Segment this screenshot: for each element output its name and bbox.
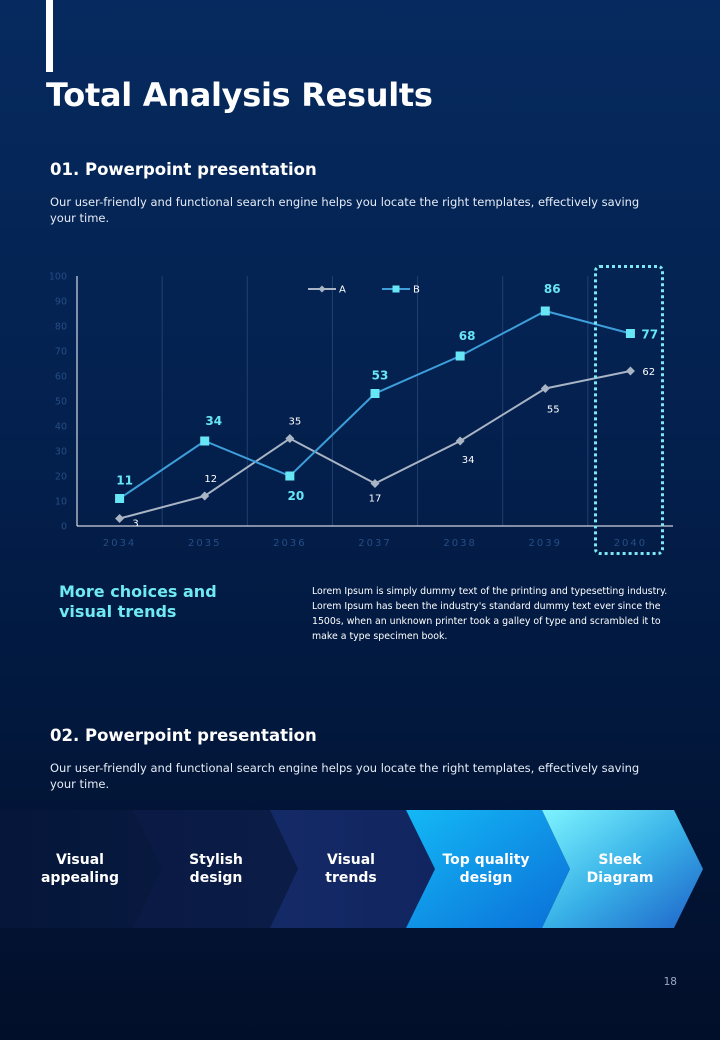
process-arrow-4 bbox=[406, 810, 570, 928]
title-accent-bar bbox=[46, 0, 53, 72]
series-a-label-2036: 35 bbox=[288, 417, 301, 428]
series-b-label-2034: 11 bbox=[116, 474, 133, 488]
subsection-heading: More choices and visual trends bbox=[59, 582, 217, 621]
subsection-body: Lorem Ipsum is simply dummy text of the … bbox=[312, 586, 668, 642]
series-b-point-2034 bbox=[115, 494, 125, 503]
series-b-point-2036 bbox=[285, 471, 295, 481]
series-b-label-2039: 86 bbox=[544, 282, 561, 296]
process-arrow-3 bbox=[270, 810, 435, 928]
process-arrow-1 bbox=[0, 810, 162, 928]
series-b-label-2035: 34 bbox=[205, 414, 222, 428]
section1-description: Our user-friendly and functional search … bbox=[50, 195, 640, 225]
y-tick-label-50: 50 bbox=[55, 397, 67, 408]
series-a-point-2034 bbox=[115, 514, 125, 523]
series-b-point-2039 bbox=[540, 306, 550, 316]
series-a-label-2034: 3 bbox=[132, 519, 138, 530]
series-b-label-2038: 68 bbox=[459, 329, 476, 343]
series-b-label-2037: 53 bbox=[372, 369, 389, 383]
x-tick-label-2034: 2034 bbox=[103, 538, 136, 549]
series-a-label-2038: 34 bbox=[462, 455, 475, 466]
legend-b-label: B bbox=[413, 285, 420, 296]
y-tick-label-30: 30 bbox=[55, 447, 67, 458]
process-step-3-label: Visual trends bbox=[325, 852, 377, 886]
series-b-point-2040 bbox=[625, 329, 635, 338]
y-tick-label-0: 0 bbox=[61, 522, 67, 533]
process-arrows: Visual appealing Stylish design Visual t… bbox=[0, 810, 720, 928]
x-tick-label-2037: 2037 bbox=[358, 538, 391, 549]
y-tick-label-90: 90 bbox=[55, 297, 67, 308]
x-tick-label-2038: 2038 bbox=[443, 538, 476, 549]
legend-a-marker bbox=[318, 285, 326, 293]
series-b-point-2035 bbox=[200, 436, 210, 446]
y-tick-label-40: 40 bbox=[55, 422, 67, 433]
y-tick-label-100: 100 bbox=[49, 272, 67, 283]
x-tick-label-2039: 2039 bbox=[529, 538, 562, 549]
x-tick-label-2040: 2040 bbox=[614, 538, 647, 549]
legend-b-marker bbox=[392, 285, 400, 293]
series-b-point-2037 bbox=[370, 389, 380, 398]
series-b-point-2038 bbox=[455, 351, 465, 361]
series-a-point-2035 bbox=[200, 491, 210, 501]
process-step-1-label: Visual appealing bbox=[40, 852, 120, 886]
process-step-2-label: Stylish design bbox=[189, 852, 243, 886]
process-step-4-label: Top quality design bbox=[442, 852, 530, 886]
process-step-5-label: Sleek Diagram bbox=[586, 852, 654, 886]
section2-description: Our user-friendly and functional search … bbox=[50, 761, 640, 791]
legend-a-label: A bbox=[339, 285, 346, 296]
series-a-label-2035: 12 bbox=[204, 474, 217, 485]
y-tick-label-10: 10 bbox=[55, 497, 67, 508]
series-a-point-2037 bbox=[370, 479, 380, 488]
page-number: 18 bbox=[663, 976, 677, 988]
series-b-label-2036: 20 bbox=[288, 489, 305, 503]
series-a-label-2039: 55 bbox=[547, 405, 560, 416]
highlight-2040-box bbox=[594, 265, 664, 555]
series-a-label-2040: 62 bbox=[642, 367, 655, 378]
series-b-label-2040: 77 bbox=[641, 328, 658, 342]
series-a-label-2037: 17 bbox=[369, 494, 382, 505]
x-tick-label-2035: 2035 bbox=[188, 538, 221, 549]
section2-heading: 02. Powerpoint presentation bbox=[50, 726, 317, 745]
process-arrow-5 bbox=[542, 810, 703, 928]
series-a-point-2039 bbox=[540, 384, 550, 393]
y-tick-label-20: 20 bbox=[55, 472, 67, 483]
y-tick-label-60: 60 bbox=[55, 372, 67, 383]
y-tick-label-80: 80 bbox=[55, 322, 67, 333]
y-tick-label-70: 70 bbox=[55, 347, 67, 358]
x-tick-label-2036: 2036 bbox=[273, 538, 306, 549]
process-arrow-2 bbox=[133, 810, 298, 928]
series-a-point-2036 bbox=[285, 434, 295, 443]
page-title: Total Analysis Results bbox=[46, 76, 433, 114]
section1-heading: 01. Powerpoint presentation bbox=[50, 160, 317, 179]
series-a-point-2040 bbox=[625, 366, 635, 376]
series-a-point-2038 bbox=[455, 436, 465, 446]
